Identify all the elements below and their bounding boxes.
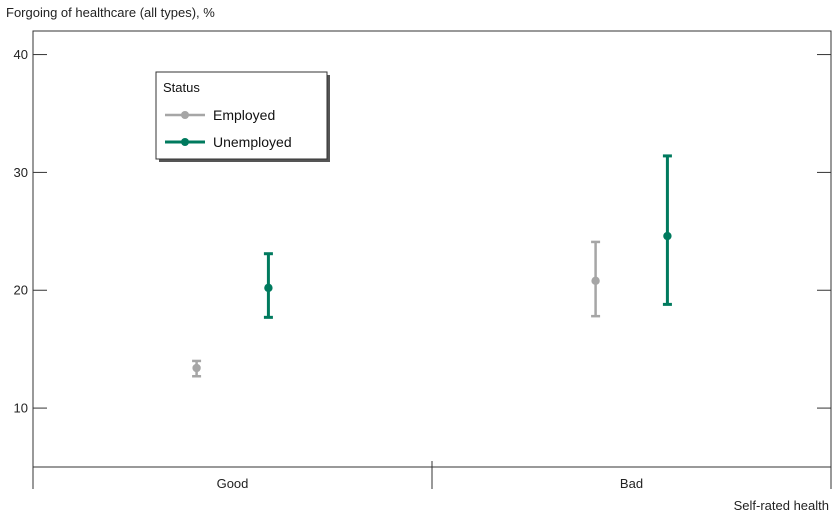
legend-label: Unemployed bbox=[213, 134, 292, 150]
x-tick-label: Bad bbox=[620, 476, 643, 491]
legend: Status Employed Unemployed bbox=[155, 71, 330, 162]
y-tick-label: 30 bbox=[14, 165, 28, 180]
data-point bbox=[591, 276, 600, 286]
legend-swatch-dot bbox=[181, 138, 189, 146]
data-point bbox=[192, 363, 201, 373]
data-point bbox=[264, 283, 273, 293]
y-tick-label: 10 bbox=[14, 401, 28, 416]
legend-swatch-dot bbox=[181, 111, 189, 119]
data-marks bbox=[192, 154, 672, 378]
y-tick-label: 40 bbox=[14, 47, 28, 62]
legend-label: Employed bbox=[213, 107, 275, 123]
y-axis-label: Forgoing of healthcare (all types), % bbox=[6, 5, 215, 20]
plot-border bbox=[32, 30, 832, 468]
x-axis-ticks: Good Bad bbox=[217, 476, 643, 491]
x-axis-label: Self-rated health bbox=[733, 498, 829, 513]
x-tick-label: Good bbox=[217, 476, 249, 491]
legend-title: Status bbox=[163, 80, 200, 95]
data-point bbox=[663, 231, 672, 241]
y-axis-ticks: 10 20 30 40 bbox=[14, 47, 831, 416]
y-tick-label: 20 bbox=[14, 283, 28, 298]
plot-frame bbox=[32, 30, 832, 489]
